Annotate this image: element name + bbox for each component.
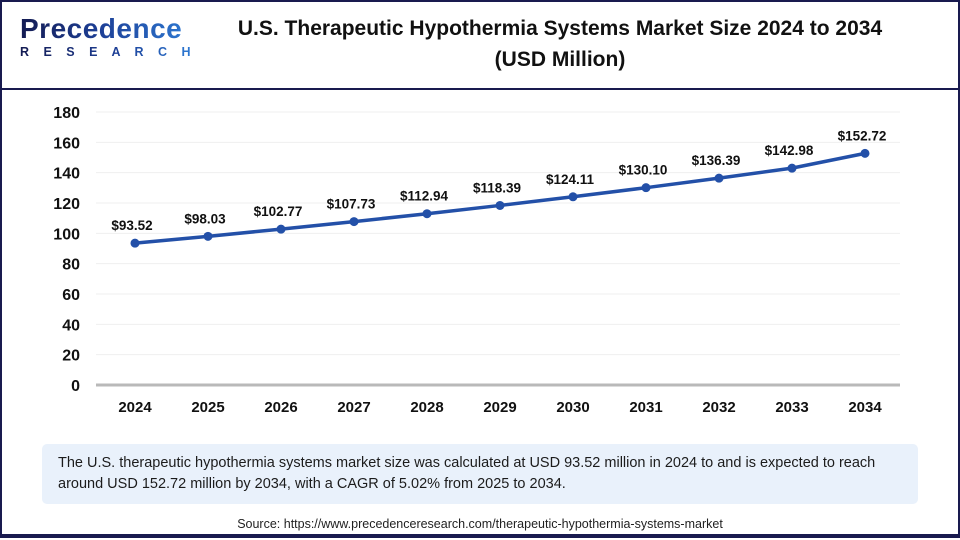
x-tick-label: 2027 [337, 399, 370, 416]
header-divider [2, 88, 958, 90]
data-point-label: $112.94 [400, 189, 449, 204]
data-point [276, 224, 286, 234]
data-point [714, 173, 724, 183]
data-point [130, 238, 140, 248]
x-tick-label: 2030 [556, 399, 589, 416]
y-tick-label: 80 [62, 257, 80, 274]
data-point-label: $142.98 [765, 143, 814, 158]
series-line [133, 151, 867, 245]
data-point-label: $118.39 [473, 180, 521, 195]
y-tick-label: 160 [53, 135, 80, 152]
data-point-label: $107.73 [327, 197, 376, 212]
data-point-label: $136.39 [692, 153, 741, 168]
summary-note: The U.S. therapeutic hypothermia systems… [42, 444, 918, 504]
data-point-label: $124.11 [546, 172, 595, 187]
x-tick-label: 2024 [118, 399, 152, 416]
data-point-label: $152.72 [838, 128, 887, 143]
data-point [787, 163, 797, 173]
y-tick-label: 120 [53, 196, 80, 213]
chart-title-line2: (USD Million) [494, 48, 626, 71]
x-tick-label: 2032 [702, 399, 735, 416]
logo-subtitle: R E S E A R C H [20, 45, 197, 59]
y-tick-label: 100 [53, 226, 80, 243]
line-chart: 0 20 40 60 80 100 120 140 160 180 $93.52 2024 $98.03… [2, 90, 958, 428]
y-tick-label: 40 [62, 317, 80, 334]
data-point-label: $130.10 [619, 163, 668, 178]
y-tick-label: 20 [62, 348, 80, 365]
data-point [860, 148, 870, 158]
chart-title-line1: U.S. Therapeutic Hypothermia Systems Mar… [237, 17, 883, 40]
precedence-research-logo: Precedence R E S E A R C H [20, 15, 196, 59]
x-tick-label: 2028 [410, 399, 443, 416]
chart-title: U.S. Therapeutic Hypothermia Systems Mar… [172, 13, 948, 75]
logo-wordmark: Precedence [20, 15, 196, 43]
summary-text: The U.S. therapeutic hypothermia systems… [58, 455, 876, 492]
x-tick-label: 2031 [629, 399, 662, 416]
data-point [203, 231, 213, 241]
data-point-label: $102.77 [254, 204, 303, 219]
y-tick-label: 180 [53, 105, 80, 122]
data-point [495, 200, 505, 210]
x-tick-label: 2029 [483, 399, 516, 416]
x-tick-label: 2034 [848, 399, 882, 416]
data-point [568, 192, 578, 202]
data-point [422, 209, 432, 219]
y-tick-label: 60 [62, 287, 80, 304]
data-point [641, 183, 651, 193]
source-line: Source: https://www.precedenceresearch.c… [237, 517, 723, 531]
x-tick-label: 2033 [775, 399, 808, 416]
data-point-label: $98.03 [184, 211, 226, 226]
y-tick-label: 140 [53, 166, 80, 183]
data-point [349, 217, 359, 227]
header: Precedence R E S E A R C H U.S. Therapeu… [2, 2, 958, 88]
x-tick-label: 2025 [191, 399, 224, 416]
y-tick-label: 0 [71, 378, 80, 395]
x-tick-label: 2026 [264, 399, 297, 416]
data-point-label: $93.52 [111, 218, 152, 233]
line-chart-svg: 0 20 40 60 80 100 120 140 160 180 $93.52 2024 $98.03… [53, 105, 900, 416]
